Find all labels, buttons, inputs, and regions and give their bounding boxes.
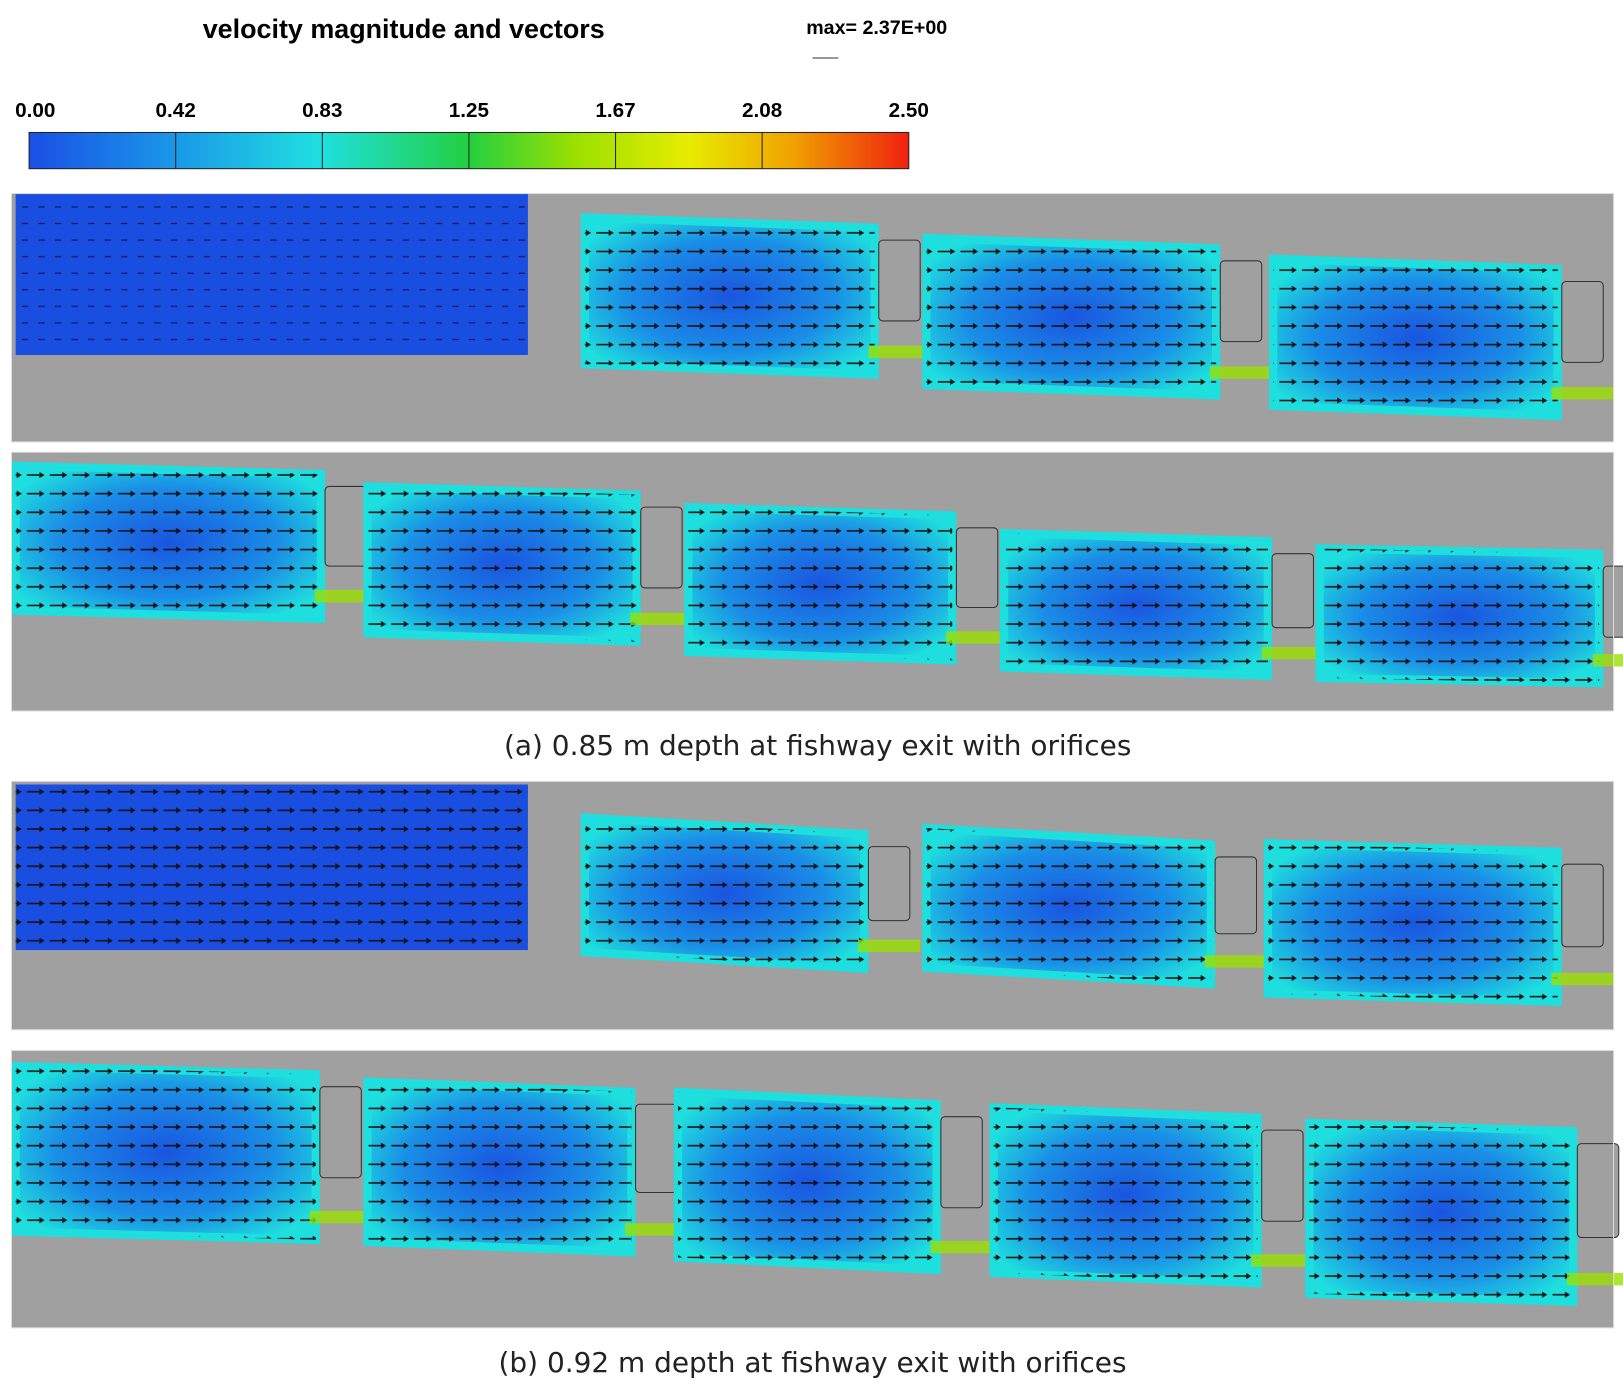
orifice-jet bbox=[1551, 387, 1614, 400]
max-label: max= 2.37E+00 bbox=[806, 17, 947, 39]
colorbar-tick-label: 2.08 bbox=[742, 99, 782, 122]
weir-wall bbox=[1219, 260, 1263, 343]
colorbar-tick-label: 2.50 bbox=[889, 99, 929, 122]
weir-wall bbox=[1261, 1129, 1304, 1222]
vector-field bbox=[584, 817, 865, 969]
weir-wall bbox=[1561, 280, 1604, 363]
vector-field bbox=[367, 1081, 632, 1253]
orifice-jet bbox=[1251, 1254, 1314, 1267]
weir-wall bbox=[1561, 863, 1604, 948]
colorbar-tick-label: 0.42 bbox=[156, 99, 196, 122]
weir-wall bbox=[324, 485, 367, 567]
weir-wall bbox=[319, 1086, 362, 1179]
weir-wall bbox=[1576, 1143, 1620, 1239]
orifice-jet bbox=[1551, 972, 1614, 986]
orifice-jet bbox=[930, 1240, 993, 1254]
panel-frame bbox=[10, 451, 1615, 712]
orifice-jet bbox=[946, 631, 1009, 644]
vector-field bbox=[926, 827, 1211, 985]
orifice-jet bbox=[1567, 1272, 1623, 1286]
vector-field bbox=[1273, 258, 1558, 417]
vector-field bbox=[1319, 548, 1600, 684]
weir-wall bbox=[878, 239, 921, 322]
vector-field bbox=[688, 507, 953, 661]
caption: (a) 0.85 m depth at fishway exit with or… bbox=[504, 729, 1131, 762]
vector-field bbox=[926, 238, 1217, 396]
vector-field bbox=[584, 217, 875, 375]
vector-field bbox=[15, 784, 528, 951]
orifice-jet bbox=[868, 345, 931, 359]
colorbar-tick-label: 0.83 bbox=[302, 99, 342, 122]
panel-frame bbox=[10, 1049, 1615, 1329]
weir-wall bbox=[1214, 856, 1258, 935]
colorbar-tick-label: 1.25 bbox=[449, 99, 489, 122]
orifice-jet bbox=[1261, 646, 1324, 660]
orifice-jet bbox=[625, 1223, 688, 1236]
orifice-jet bbox=[1204, 955, 1267, 968]
weir-wall bbox=[640, 506, 683, 589]
panel-frame bbox=[10, 780, 1615, 1031]
orifice-jet bbox=[314, 589, 377, 603]
orifice-jet bbox=[858, 939, 921, 953]
vector-field bbox=[15, 465, 321, 619]
vector-field bbox=[1309, 1122, 1574, 1302]
orifice-jet bbox=[1592, 654, 1623, 667]
vector-field bbox=[15, 1065, 316, 1240]
vector-field bbox=[1003, 532, 1268, 676]
weir-wall bbox=[635, 1103, 678, 1194]
vector-field bbox=[677, 1091, 937, 1270]
orifice-jet bbox=[1209, 366, 1273, 379]
vector-field bbox=[15, 193, 528, 355]
weir-wall bbox=[955, 527, 999, 609]
vector-field bbox=[367, 486, 637, 642]
orifice-jet bbox=[630, 612, 693, 626]
caption: (b) 0.92 m depth at fishway exit with or… bbox=[499, 1346, 1127, 1379]
weir-wall bbox=[867, 846, 911, 922]
orifice-jet bbox=[309, 1210, 372, 1224]
vector-field bbox=[1267, 843, 1558, 1002]
title: velocity magnitude and vectors bbox=[203, 14, 605, 44]
weir-wall bbox=[1271, 553, 1314, 629]
weir-wall bbox=[940, 1116, 983, 1209]
colorbar-tick-label: 0.00 bbox=[15, 99, 55, 122]
panel-frame bbox=[10, 193, 1615, 443]
colorbar-tick-label: 1.67 bbox=[595, 99, 635, 122]
vector-field bbox=[993, 1107, 1258, 1284]
